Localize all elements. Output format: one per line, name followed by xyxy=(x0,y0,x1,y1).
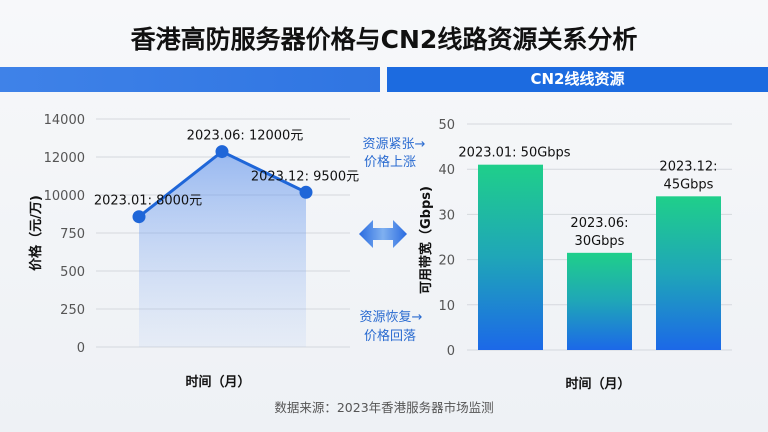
y-tick-label: 0 xyxy=(77,341,85,356)
note-up-line1: 资源紧张→ xyxy=(363,137,426,152)
y-axis-label: 价格（元/万) xyxy=(28,195,44,271)
data-label: 2023.12: 9500元 xyxy=(251,169,359,184)
data-point xyxy=(215,145,229,159)
y-tick-label: 40 xyxy=(438,163,455,178)
area-fill xyxy=(139,151,306,347)
y-tick-label: 20 xyxy=(438,254,455,269)
bar xyxy=(567,252,632,350)
y-tick-label: 50 xyxy=(438,118,455,133)
data-label: 2023.12: xyxy=(659,159,717,174)
y-axis-label: 可用带宽（Gbps) xyxy=(418,186,434,294)
source-note: 数据来源：2023年香港服务器市场监测 xyxy=(274,400,493,415)
note-up-line2: 价格上涨 xyxy=(364,154,416,170)
note-down-line1: 资源恢复→ xyxy=(360,310,423,325)
data-label: 2023.01: 8000元 xyxy=(94,194,202,209)
left-banner xyxy=(0,67,380,92)
x-axis-label: 时间（月） xyxy=(185,374,250,390)
data-point xyxy=(299,185,313,199)
y-tick-label: 10 xyxy=(438,299,455,314)
y-tick-label: 500 xyxy=(60,265,85,280)
y-tick-label: 0 xyxy=(447,344,455,359)
x-axis-label: 时间（月） xyxy=(565,376,630,392)
data-point xyxy=(132,210,146,224)
y-tick-label: 750 xyxy=(60,227,85,242)
data-label: 2023.01: 50Gbps xyxy=(458,146,570,161)
y-tick-label: 30 xyxy=(438,208,455,223)
data-label: 45Gbps xyxy=(664,177,714,192)
y-tick-label: 10000 xyxy=(44,189,85,204)
data-label: 30Gbps xyxy=(575,234,625,249)
right-banner: CN2线线资源 xyxy=(387,67,768,92)
y-tick-label: 250 xyxy=(60,303,85,318)
bar xyxy=(656,196,721,350)
bar xyxy=(478,164,543,350)
data-label: 2023.06: xyxy=(570,216,628,231)
double-arrow-icon xyxy=(359,220,407,248)
data-label: 2023.06: 12000元 xyxy=(187,129,304,144)
y-tick-label: 12000 xyxy=(44,151,85,166)
page-title: 香港高防服务器价格与CN2线路资源关系分析 xyxy=(130,25,638,54)
y-tick-label: 14000 xyxy=(44,113,85,128)
note-down-line2: 价格回落 xyxy=(364,328,416,344)
